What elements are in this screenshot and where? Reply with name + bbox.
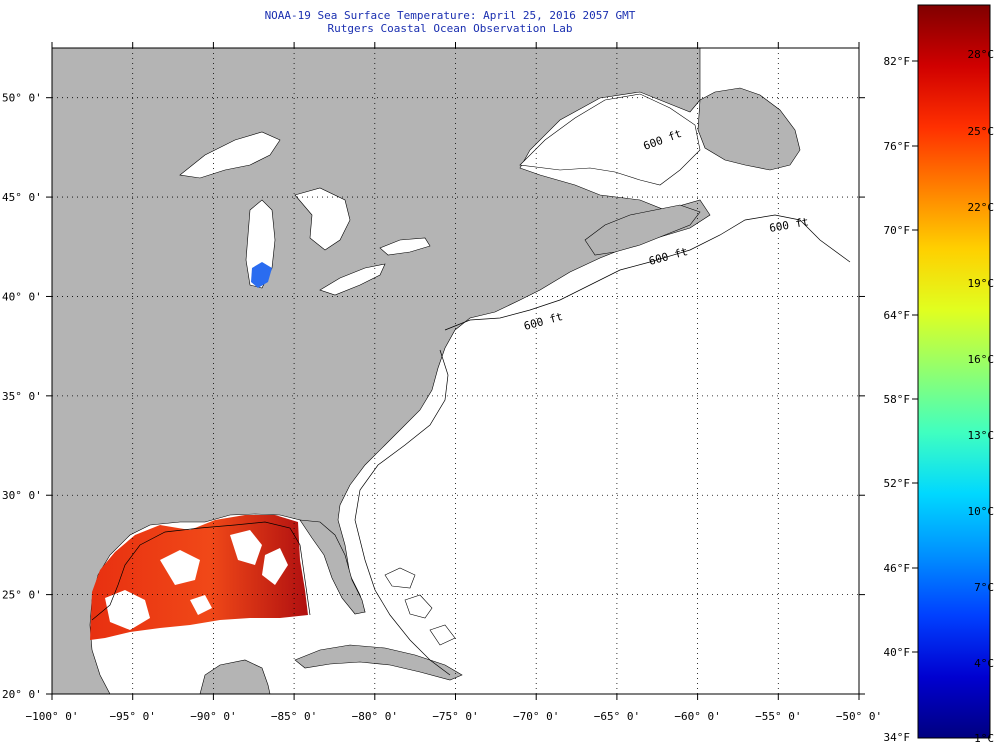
latitude-axis: 20° 0' 25° 0' 30° 0' 35° 0' 40° 0' 45° 0' 50° … [2,92,865,701]
colorbar-fahrenheit-label: 46°F [884,562,911,575]
map-subtitle: Rutgers Coastal Ocean Observation Lab [327,22,573,35]
lon-label: −95° 0' [110,710,156,723]
colorbar-celsius-label: 1°C [974,732,994,745]
colorbar-celsius-label: 13°C [968,429,995,442]
lon-label: −50° 0' [836,710,882,723]
colorbar-celsius-label: 16°C [968,353,995,366]
lon-label: −100° 0' [26,710,79,723]
lake-huron [294,187,351,251]
gulf-of-st-lawrence [519,93,701,186]
north-america-land [52,48,711,694]
colorbar-celsius-label: 7°C [974,581,994,594]
lat-label: 35° 0' [2,390,42,403]
lon-label: −70° 0' [513,710,559,723]
lat-label: 30° 0' [2,489,42,502]
lake-erie [319,263,386,296]
cloud-gaps [105,530,288,630]
lat-label: 20° 0' [2,688,42,701]
longitude-axis: −100° 0' −95° 0' −90° 0' −85° 0' −80° 0' −75°… [26,42,882,723]
lake-ontario [379,237,431,256]
colorbar-celsius-label: 25°C [968,125,995,138]
cuba-land [294,644,463,681]
yucatan-land [199,659,271,694]
isobath-gulf [91,521,311,621]
colorbar-celsius-label: 10°C [968,505,995,518]
colorbar-bar [917,4,991,739]
colorbar: 82°F 76°F 70°F 64°F 58°F 52°F 46°F 40°F 34°F 28°C… [884,4,995,745]
lon-label: −65° 0' [594,710,640,723]
colorbar-fahrenheit-label: 70°F [884,224,911,237]
colorbar-celsius-label: 19°C [968,277,995,290]
lon-label: −60° 0' [674,710,720,723]
colorbar-fahrenheit-label: 82°F [884,55,911,68]
isobath-600ft [354,214,851,676]
lat-label: 50° 0' [2,92,42,105]
colorbar-fahrenheit-label: 64°F [884,309,911,322]
lon-label: −55° 0' [755,710,801,723]
bahamas-islands [384,567,456,646]
nova-scotia-land [584,204,701,256]
lat-label: 25° 0' [2,589,42,602]
colorbar-celsius-label: 4°C [974,657,994,670]
lon-label: −90° 0' [190,710,236,723]
lat-label: 40° 0' [2,290,42,303]
colorbar-fahrenheit-label: 34°F [884,731,911,744]
lake-superior [179,131,281,179]
colorbar-fahrenheit-label: 58°F [884,393,911,406]
lat-label: 45° 0' [2,191,42,204]
lon-label: −75° 0' [432,710,478,723]
colorbar-fahrenheit-label: 76°F [884,140,911,153]
colorbar-celsius-label: 22°C [968,201,995,214]
newfoundland-land [697,87,801,171]
florida-land [299,519,366,615]
lon-label: −85° 0' [271,710,317,723]
lake-michigan-sst-patch [251,262,272,288]
colorbar-celsius-label: 28°C [968,48,995,61]
colorbar-fahrenheit-label: 52°F [884,477,911,490]
lon-label: −80° 0' [352,710,398,723]
colorbar-fahrenheit-label: 40°F [884,646,911,659]
map-title: NOAA-19 Sea Surface Temperature: April 2… [264,9,636,22]
